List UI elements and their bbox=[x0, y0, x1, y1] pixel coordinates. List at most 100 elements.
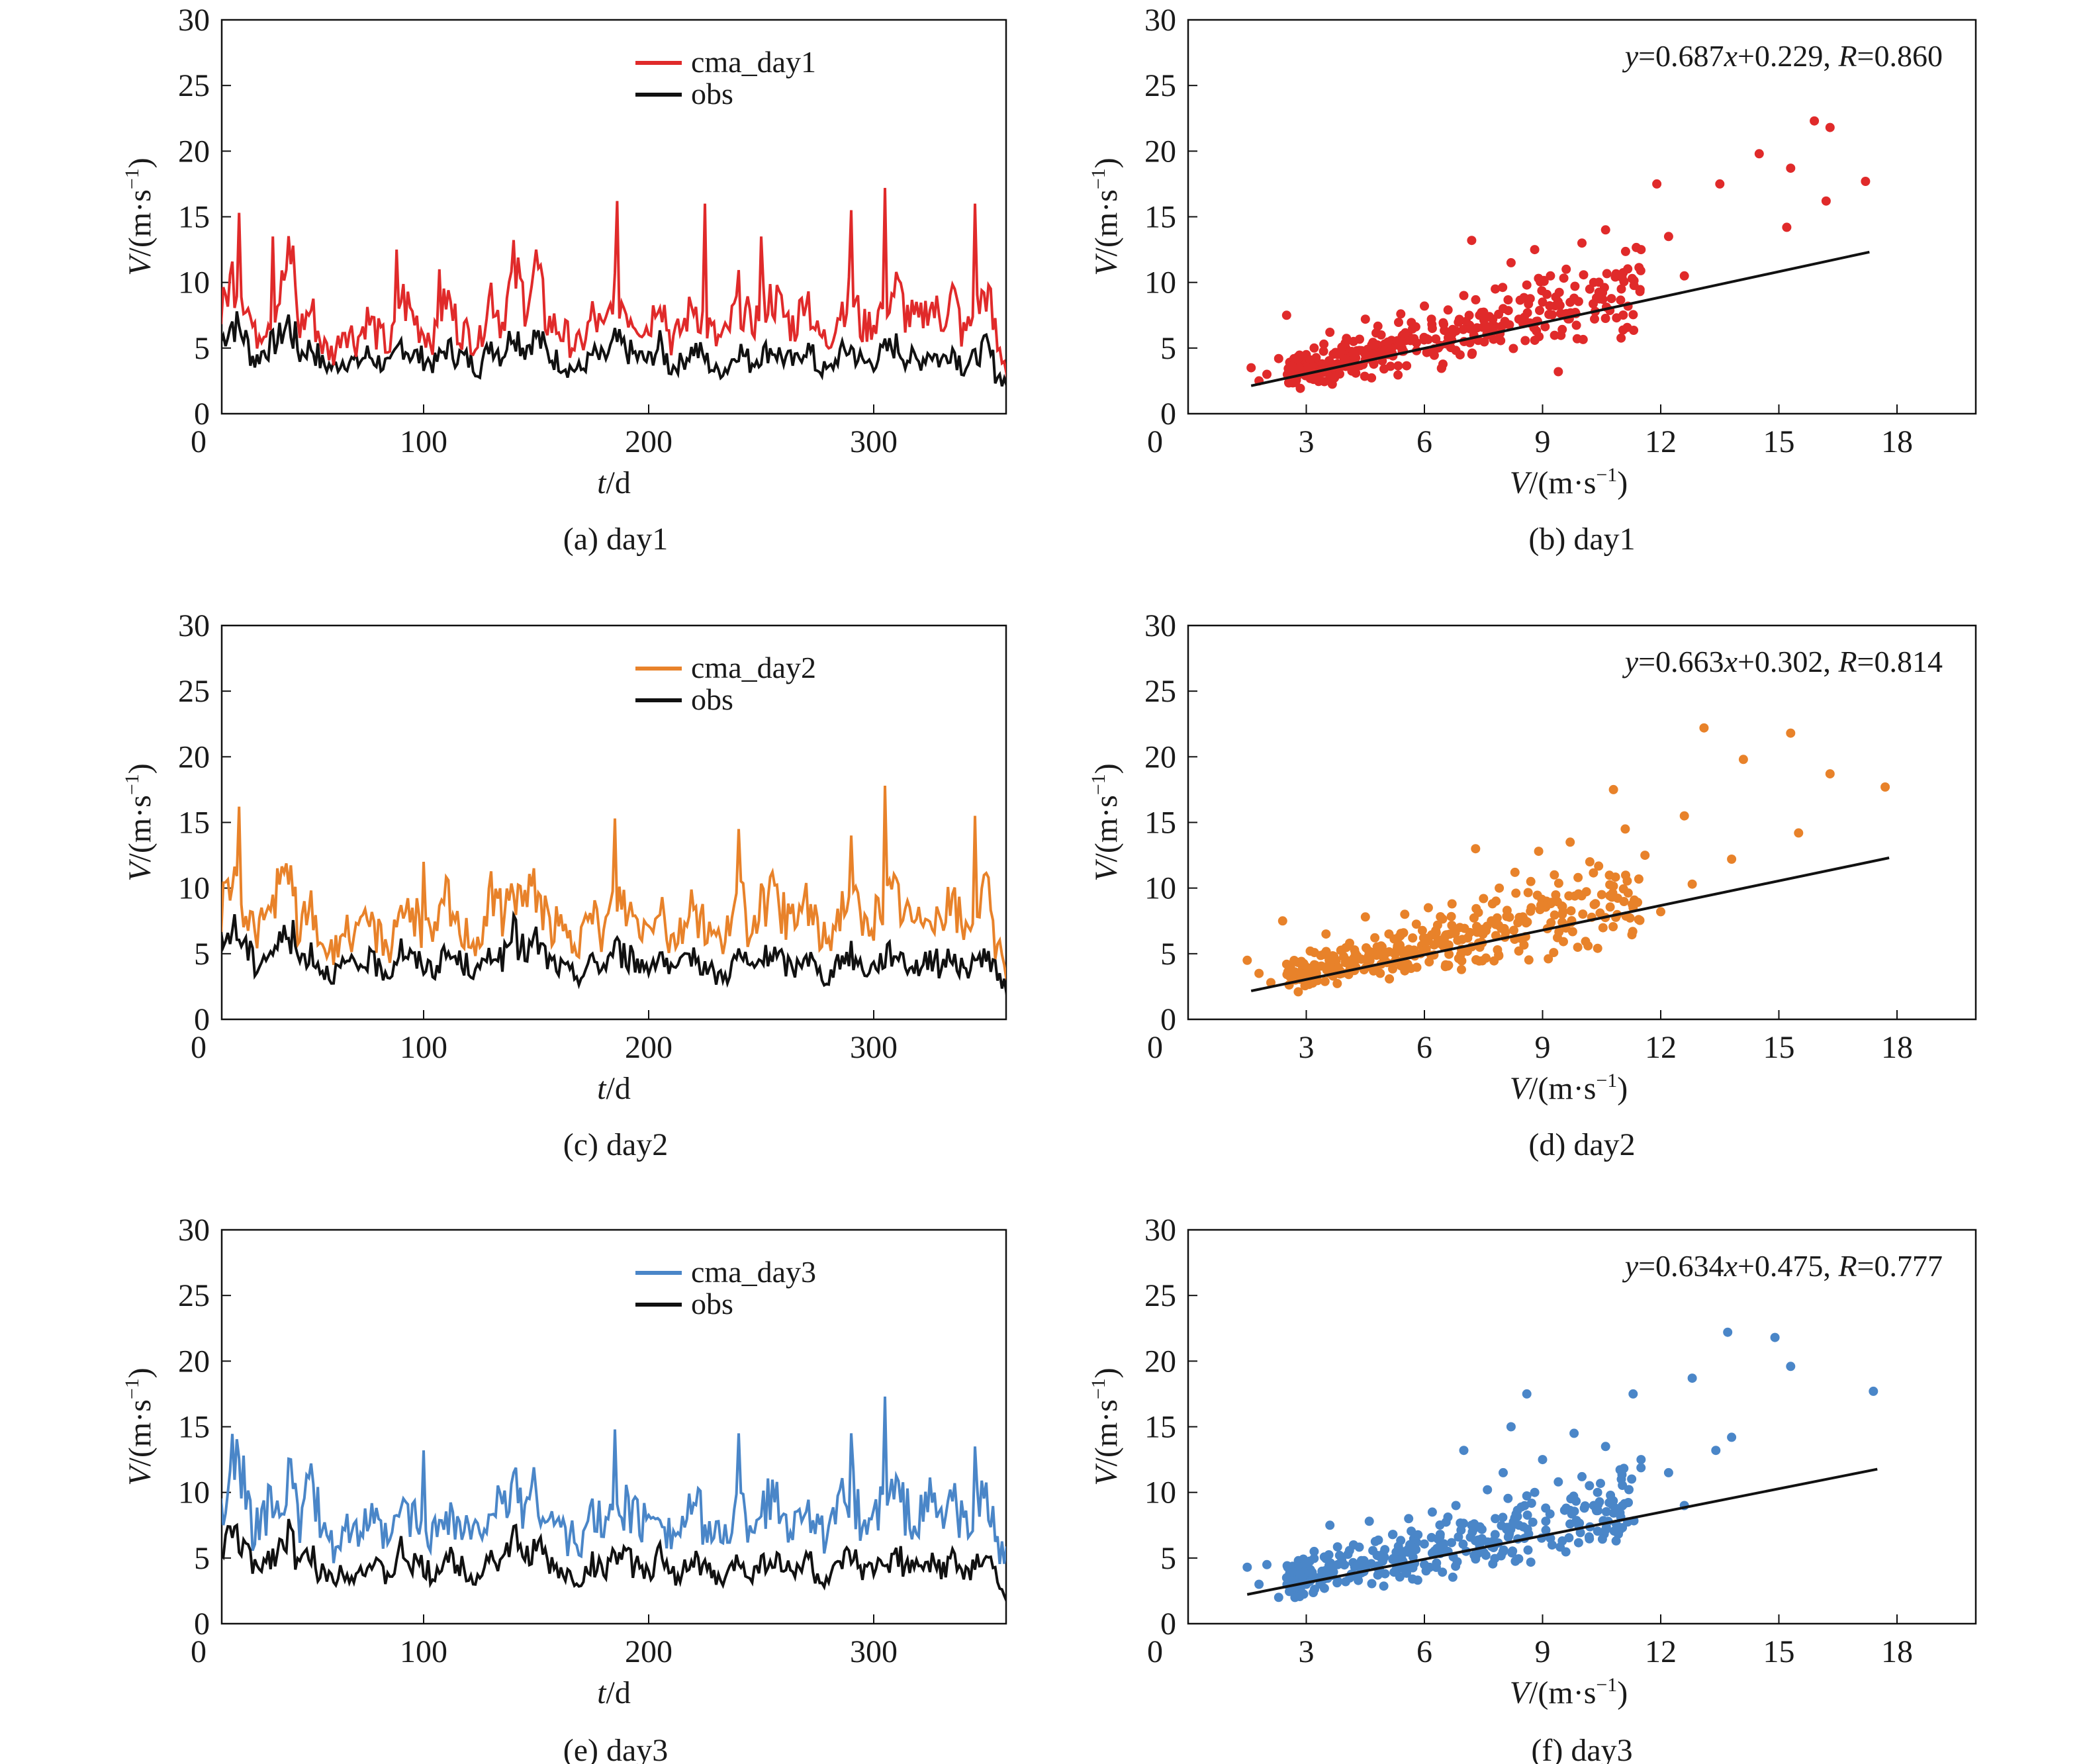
x-tick-label: 100 bbox=[400, 1634, 447, 1669]
scatter-point bbox=[1628, 1389, 1638, 1399]
y-axis-label: V/(m·s−1) bbox=[121, 158, 158, 276]
scatter-point bbox=[1552, 897, 1562, 907]
x-axis-label-unit: /(m·s bbox=[1529, 465, 1596, 500]
scatter-point bbox=[1635, 915, 1645, 925]
scatter-point bbox=[1401, 328, 1411, 338]
scatter-point bbox=[1457, 956, 1467, 966]
y-tick-label: 30 bbox=[178, 3, 210, 38]
y-axis-label: V/(m·s−1) bbox=[1088, 763, 1124, 882]
scatter-point bbox=[1393, 361, 1403, 371]
x-tick-label: 18 bbox=[1881, 1030, 1913, 1065]
scatter-point bbox=[1321, 929, 1331, 939]
scatter-point bbox=[1365, 956, 1375, 966]
scatter-point bbox=[1467, 1527, 1477, 1537]
scatter-point bbox=[1628, 927, 1638, 937]
x-axis-label-unit: /d bbox=[606, 1675, 631, 1710]
scatter-point bbox=[1448, 1572, 1458, 1582]
scatter-point bbox=[1458, 935, 1467, 945]
y-axis-label-unit: /(m·s bbox=[1089, 189, 1124, 256]
y-tick-label: 20 bbox=[178, 134, 210, 169]
scatter-point bbox=[1471, 904, 1481, 913]
scatter-point bbox=[1821, 196, 1831, 206]
equation-y: y bbox=[1622, 1249, 1639, 1283]
x-axis-label-close: ) bbox=[1617, 1071, 1628, 1106]
scatter-point bbox=[1508, 344, 1518, 353]
scatter-point bbox=[1627, 273, 1637, 283]
scatter-point bbox=[1687, 879, 1697, 889]
x-tick-label: 9 bbox=[1535, 1634, 1551, 1669]
scatter-point bbox=[1394, 318, 1403, 327]
panel-caption: (f) day3 bbox=[1531, 1733, 1632, 1764]
scatter-point bbox=[1566, 1494, 1576, 1504]
scatter-point bbox=[1417, 925, 1427, 935]
x-tick-label: 200 bbox=[625, 424, 672, 459]
scatter-point bbox=[1456, 1518, 1465, 1528]
x-tick-label: 0 bbox=[1147, 1030, 1163, 1065]
scatter-point bbox=[1385, 974, 1395, 984]
series-line-cma_day1 bbox=[222, 187, 1006, 379]
scatter-point bbox=[1508, 1517, 1518, 1527]
scatter-point bbox=[1593, 1487, 1602, 1497]
scatter-point bbox=[1522, 280, 1532, 290]
scatter-point bbox=[1286, 966, 1296, 976]
x-axis-label-symbol: V bbox=[1510, 1675, 1532, 1710]
scatter-point bbox=[1411, 322, 1420, 332]
scatter-point bbox=[1616, 333, 1626, 343]
scatter-point bbox=[1254, 1579, 1264, 1589]
scatter-point bbox=[1274, 353, 1283, 363]
regression-line bbox=[1250, 250, 1870, 387]
y-tick-label: 25 bbox=[1144, 68, 1176, 103]
scatter-point bbox=[1422, 348, 1432, 357]
scatter-point bbox=[1506, 1422, 1516, 1432]
scatter-point bbox=[1332, 349, 1342, 359]
scatter-point bbox=[1604, 870, 1614, 880]
x-axis-label-symbol: t bbox=[597, 1675, 607, 1710]
y-tick-label: 25 bbox=[1144, 674, 1176, 709]
scatter-point bbox=[1373, 321, 1383, 331]
scatter-point bbox=[1497, 923, 1506, 933]
x-tick-label: 18 bbox=[1881, 1634, 1913, 1669]
scatter-point bbox=[1510, 867, 1520, 877]
scatter-point bbox=[1553, 367, 1563, 377]
scatter-point bbox=[1786, 1362, 1796, 1371]
scatter-point bbox=[1325, 1561, 1334, 1571]
scatter-point bbox=[1553, 878, 1563, 888]
scatter-point bbox=[1606, 294, 1616, 304]
scatter-point bbox=[1458, 1539, 1468, 1549]
x-tick-label: 300 bbox=[850, 1634, 898, 1669]
scatter-point bbox=[1412, 962, 1422, 972]
scatter-point bbox=[1595, 294, 1604, 304]
x-tick-label: 9 bbox=[1535, 424, 1551, 459]
scatter-point bbox=[1355, 334, 1364, 344]
y-tick-label: 0 bbox=[1160, 1002, 1176, 1037]
y-axis-label-exponent: −1 bbox=[121, 1378, 143, 1399]
scatter-point bbox=[1419, 1539, 1429, 1549]
scatter-point bbox=[1738, 755, 1748, 765]
plot-frame bbox=[220, 19, 1007, 415]
scatter-point bbox=[1446, 911, 1456, 921]
y-tick-label: 5 bbox=[1160, 331, 1176, 366]
x-axis-label-exponent: −1 bbox=[1596, 464, 1617, 486]
scatter-point bbox=[1464, 310, 1474, 320]
scatter-point bbox=[1612, 313, 1622, 323]
scatter-point bbox=[1542, 289, 1552, 299]
scatter-point bbox=[1400, 909, 1410, 919]
scatter-point bbox=[1595, 908, 1605, 918]
scatter-point bbox=[1621, 870, 1630, 880]
series-line-cma_day2 bbox=[222, 785, 1006, 980]
scatter-point bbox=[1325, 328, 1335, 337]
x-axis-label-close: ) bbox=[1617, 465, 1628, 500]
scatter-point bbox=[1477, 956, 1487, 966]
x-axis-label: t/d bbox=[597, 1071, 631, 1106]
scatter-point bbox=[1640, 851, 1650, 860]
equation-r-value: =0.814 bbox=[1857, 645, 1943, 678]
scatter-point bbox=[1477, 1524, 1487, 1534]
x-tick-label: 300 bbox=[850, 424, 898, 459]
scatter-point bbox=[1320, 976, 1330, 986]
scatter-point bbox=[1478, 322, 1488, 332]
scatter-point bbox=[1423, 903, 1433, 913]
scatter-point bbox=[1786, 163, 1796, 173]
scatter-point bbox=[1786, 728, 1796, 738]
scatter-point bbox=[1541, 1525, 1551, 1535]
